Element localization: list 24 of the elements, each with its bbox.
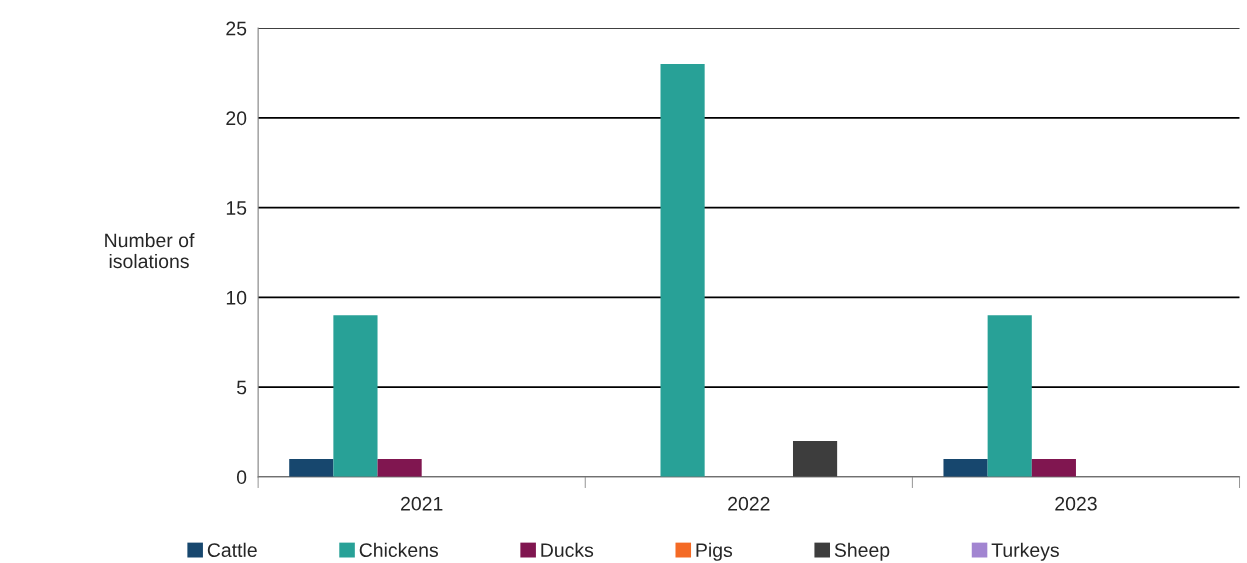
y-tick-label: 0	[236, 470, 247, 485]
y-tick-label: 5	[236, 380, 247, 395]
bar	[660, 64, 705, 477]
legend-label: Ducks	[541, 542, 594, 558]
bar	[987, 315, 1032, 477]
y-tick-label: 25	[226, 21, 247, 36]
y-tick-label: 15	[226, 201, 247, 215]
y-tick-label: 20	[226, 111, 247, 126]
bar	[289, 458, 334, 477]
legend-label: Pigs	[696, 542, 733, 561]
x-tick-label: 2023	[1055, 496, 1097, 511]
bar	[1031, 458, 1076, 477]
x-tick-label: 2021	[401, 496, 443, 511]
bar	[333, 315, 378, 477]
y-tick-label: 10	[226, 290, 247, 305]
y-axis-title: Number of isolations	[105, 232, 195, 269]
x-tick-label: 2022	[728, 496, 770, 511]
legend-label: Chickens	[359, 542, 438, 558]
bar	[377, 458, 422, 477]
legend-label: Cattle	[207, 542, 257, 558]
bar	[792, 440, 838, 477]
bar	[943, 458, 988, 477]
legend-label: Sheep	[834, 542, 890, 561]
legend-label: Turkeys	[991, 542, 1059, 561]
